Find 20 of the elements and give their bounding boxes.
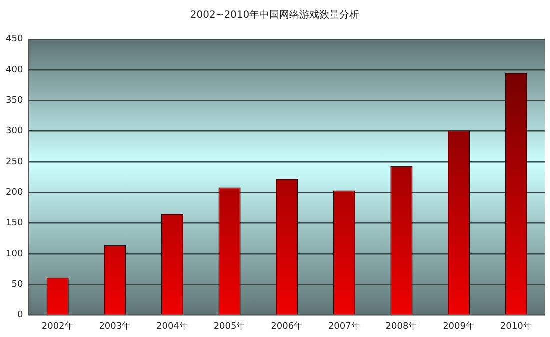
y-tick-label: 400 (6, 65, 24, 76)
x-tick-label: 2007年 (328, 320, 360, 332)
x-tick-label: 2010年 (500, 320, 532, 332)
y-tick-label: 200 (6, 188, 24, 198)
x-tick-label: 2006年 (271, 320, 304, 332)
x-tick-label: 2003年 (99, 320, 132, 332)
y-tick-label: 50 (12, 280, 24, 290)
y-tick-label: 300 (6, 126, 24, 137)
x-tick-label: 2004年 (156, 320, 188, 332)
y-tick-label: 450 (6, 34, 24, 45)
x-tick-label: 2008年 (386, 320, 418, 332)
y-tick-label: 100 (6, 249, 24, 260)
y-tick-label: 0 (17, 310, 24, 321)
y-tick-label: 350 (6, 96, 24, 106)
y-tick-label: 250 (6, 157, 24, 168)
chart-title: 2002~2010年中国网络游戏数量分析 (189, 8, 361, 22)
x-tick-label: 2002年 (42, 320, 74, 332)
x-tick-label: 2009年 (443, 320, 475, 332)
y-tick-label: 150 (6, 218, 24, 229)
x-tick-label: 2005年 (214, 320, 246, 332)
